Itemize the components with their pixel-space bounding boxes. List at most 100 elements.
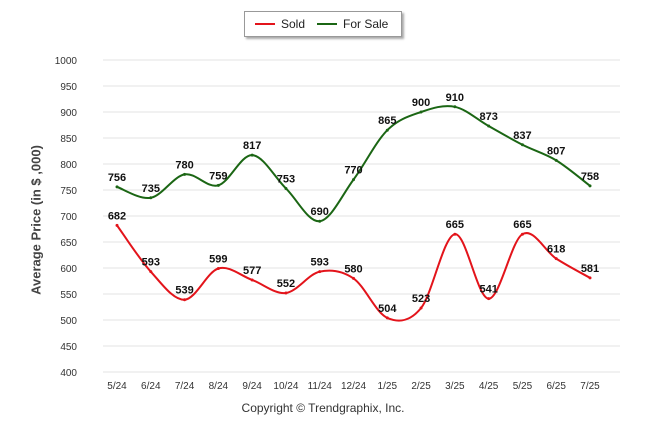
series-line-sold (116, 224, 591, 322)
y-tick-label: 450 (60, 342, 77, 353)
x-tick-label: 12/24 (341, 381, 366, 392)
x-tick-label: 1/25 (378, 381, 398, 392)
data-point (216, 183, 220, 187)
x-tick-label: 3/25 (445, 381, 465, 392)
y-tick-label: 600 (60, 264, 77, 275)
data-point (520, 143, 524, 147)
data-label: 690 (311, 206, 329, 218)
data-point (149, 270, 153, 274)
data-label: 756 (108, 172, 126, 184)
grid-lines (103, 59, 620, 373)
data-point (385, 128, 389, 132)
data-label: 577 (243, 265, 261, 277)
x-tick-label: 11/24 (308, 381, 333, 392)
data-label: 873 (479, 111, 497, 123)
data-point (183, 172, 187, 176)
x-tick-label: 8/24 (209, 381, 229, 392)
x-tick-label: 2/25 (411, 381, 431, 392)
y-tick-label: 950 (60, 82, 77, 93)
copyright-text: Copyright © Trendgraphix, Inc. (241, 401, 405, 415)
data-label: 599 (209, 254, 227, 266)
data-point (419, 306, 423, 310)
x-tick-label: 9/24 (242, 381, 262, 392)
legend-label-for-sale: For Sale (343, 17, 389, 31)
data-label: 817 (243, 140, 261, 152)
y-tick-label: 400 (60, 368, 77, 379)
data-point (216, 267, 220, 271)
data-label: 593 (311, 257, 329, 269)
data-label: 665 (446, 219, 464, 231)
data-label: 770 (344, 165, 362, 177)
data-point (385, 316, 389, 320)
y-tick-label: 900 (60, 108, 77, 119)
y-tick-label: 800 (60, 160, 77, 171)
y-tick-label: 1000 (55, 56, 78, 67)
data-point (588, 276, 592, 280)
y-tick-label: 850 (60, 134, 77, 145)
y-tick-label: 500 (60, 316, 77, 327)
x-tick-label: 6/25 (546, 381, 566, 392)
x-tick-label: 7/25 (580, 381, 600, 392)
data-label: 618 (547, 244, 565, 256)
data-label: 735 (142, 183, 160, 195)
x-tick-label: 10/24 (273, 381, 298, 392)
x-axis-ticks: 5/24 6/24 7/24 8/24 9/24 10/24 11/24 12/24 1/25 2… (107, 381, 600, 392)
data-point (487, 124, 491, 128)
data-point (419, 110, 423, 114)
data-point (352, 178, 356, 182)
data-label: 541 (479, 284, 497, 296)
data-point (250, 278, 254, 282)
data-point (487, 297, 491, 301)
data-label: 837 (513, 130, 531, 142)
legend-swatch-sold (255, 23, 275, 25)
x-tick-label: 4/25 (479, 381, 499, 392)
legend: Sold For Sale (244, 11, 402, 37)
legend-swatch-for-sale (317, 23, 337, 25)
legend-item-for-sale[interactable]: For Sale (317, 12, 388, 36)
data-point (318, 270, 322, 274)
data-point (284, 186, 288, 190)
data-point (183, 298, 187, 302)
data-point (453, 105, 457, 109)
y-tick-label: 550 (60, 290, 77, 301)
data-point (284, 291, 288, 295)
data-point (318, 219, 322, 223)
data-point (453, 232, 457, 236)
data-point (115, 185, 119, 189)
x-tick-label: 5/24 (107, 381, 127, 392)
data-label: 580 (344, 263, 362, 275)
data-point (250, 153, 254, 157)
data-label: 910 (446, 92, 464, 104)
data-label: 900 (412, 97, 430, 109)
series-lines (115, 105, 592, 322)
y-tick-label: 700 (60, 212, 77, 223)
x-tick-label: 5/25 (513, 381, 533, 392)
data-point (554, 158, 558, 162)
data-label: 552 (277, 278, 295, 290)
data-point (554, 257, 558, 261)
legend-label-sold: Sold (281, 17, 306, 31)
data-label: 758 (581, 171, 599, 183)
data-label: 593 (142, 257, 160, 269)
data-label: 523 (412, 293, 430, 305)
data-label: 759 (209, 170, 227, 182)
y-axis-ticks: 400 450 500 550 600 650 700 750 800 850 900 950 1000 (55, 56, 78, 379)
y-axis-title: Average Price (in $ ,000) (28, 145, 44, 295)
y-tick-label: 650 (60, 238, 77, 249)
x-tick-label: 7/24 (175, 381, 195, 392)
data-label: 780 (175, 159, 193, 171)
data-label: 682 (108, 210, 126, 222)
legend-item-sold[interactable]: Sold (255, 12, 305, 36)
x-tick-label: 6/24 (141, 381, 161, 392)
data-point (352, 276, 356, 280)
data-label: 581 (581, 263, 599, 275)
data-labels: 682 593 539 599 577 552 593 580 504 523 665 541 665 6… (108, 92, 599, 315)
data-label: 865 (378, 115, 396, 127)
data-label: 539 (175, 285, 193, 297)
data-label: 807 (547, 145, 565, 157)
data-label: 504 (378, 303, 397, 315)
data-label: 665 (513, 219, 531, 231)
y-tick-label: 750 (60, 186, 77, 197)
data-point (115, 223, 119, 227)
